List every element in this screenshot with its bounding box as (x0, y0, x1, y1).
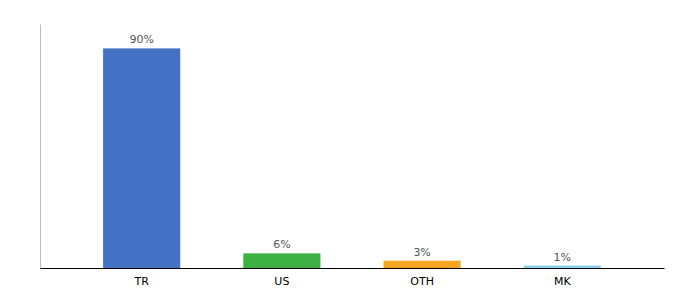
x-tick: TR (133, 275, 149, 288)
x-axis: TR US OTH MK (41, 269, 665, 288)
x-tick-label: US (274, 275, 289, 288)
data-labels: 90% 6% 3% 1% (129, 33, 571, 263)
bars (103, 48, 601, 268)
x-tick: OTH (410, 275, 434, 288)
x-tick: US (274, 275, 289, 288)
y-axis (40, 25, 41, 269)
x-tick-label: TR (133, 275, 149, 288)
data-label: 3% (413, 246, 430, 259)
y-axis-line (40, 25, 41, 269)
plot: TR US OTH MK 90% 6% 3% 1% (41, 25, 665, 288)
x-tick-label: MK (554, 275, 571, 288)
x-axis-line (41, 268, 665, 269)
bar (384, 261, 461, 268)
chart: TR US OTH MK 90% 6% 3% 1% (0, 0, 680, 300)
x-tick-label: OTH (410, 275, 434, 288)
x-tick: MK (554, 275, 571, 288)
data-label: 90% (129, 33, 153, 46)
bar (243, 253, 320, 268)
data-label: 6% (273, 238, 290, 251)
data-label: 1% (554, 251, 571, 264)
bar (524, 266, 601, 268)
bar (103, 48, 180, 268)
